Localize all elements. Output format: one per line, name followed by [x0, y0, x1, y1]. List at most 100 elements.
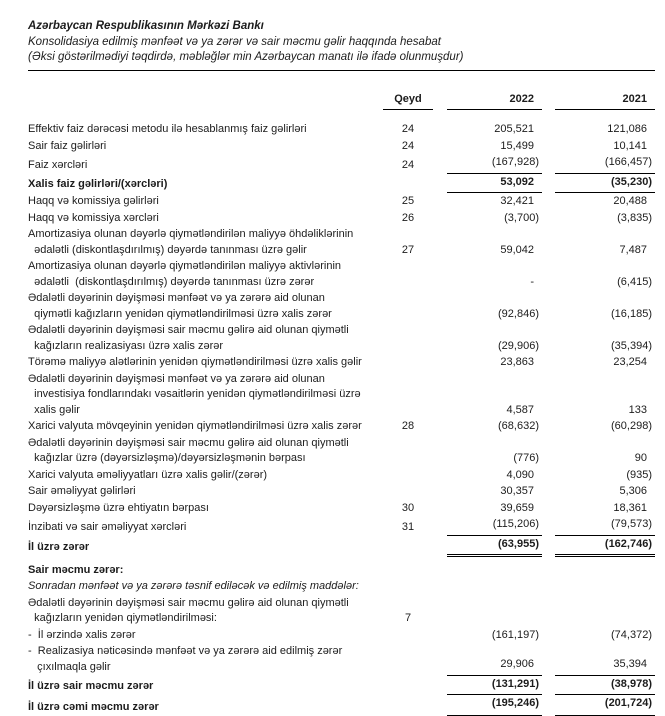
column-gap	[542, 500, 555, 517]
row-note-ref	[383, 258, 433, 290]
column-gap	[542, 435, 555, 467]
statement-row: - Realizasiya nəticəsində mənfəət və ya …	[28, 643, 655, 676]
row-label: Ədalətli dəyərinin dəyişməsi sair məcmu …	[28, 436, 349, 465]
value-2022: 29,906	[447, 643, 542, 676]
value-2021: 5,306	[619, 485, 647, 497]
row-note-ref: 31	[401, 520, 415, 533]
value-2021: 121,086	[607, 123, 647, 135]
column-gap	[542, 418, 555, 435]
value-2022: -	[530, 275, 534, 288]
value-2021: (38,978)	[555, 675, 655, 695]
value-2022: 15,499	[500, 139, 534, 152]
row-label: Ədalətli dəyərinin dəyişməsi sair məcmu …	[28, 324, 349, 352]
row-label: Haqq və komissiya xərcləri	[28, 211, 159, 224]
column-gap	[433, 210, 447, 227]
row-note-ref	[383, 290, 433, 322]
statement-row: İl üzrə sair məcmu zərər (131,291) (38,978…	[28, 675, 655, 695]
column-gap	[433, 418, 447, 435]
row-label: Amortizasiya olunan dəyərlə qiymətləndir…	[28, 228, 354, 256]
row-label: İl üzrə zərər	[28, 541, 90, 553]
statement-row: İl üzrə cəmi məcmu zərər (195,246) (201,72…	[28, 694, 655, 716]
column-gap	[542, 110, 555, 138]
column-gap	[433, 556, 447, 579]
column-gap	[433, 371, 447, 419]
document-header: Azərbaycan Respublikasının Mərkəzi Bankı…	[28, 19, 655, 71]
statement-row: İnzibati və sair əməliyyat xərcləri 31 (11…	[28, 516, 655, 536]
row-label: Sonradan mənfəət və ya zərərə təsnif edi…	[28, 580, 359, 592]
value-2022: 32,421	[500, 195, 534, 207]
column-gap	[542, 322, 555, 354]
row-label: - İl ərzində xalis zərər	[28, 628, 136, 641]
row-note-ref	[383, 467, 433, 484]
row-note-ref	[383, 556, 433, 579]
row-note-ref: 26	[401, 211, 415, 224]
value-2022: 53,092	[447, 173, 542, 193]
row-note-ref: 7	[404, 612, 412, 624]
measurement-note: (Əksi göstərilmədiyi təqdirdə, məbləğlər…	[28, 51, 464, 63]
row-label: Xarici valyuta mövqeyinin yenidən qiymət…	[28, 420, 362, 432]
value-2022: (131,291)	[447, 675, 542, 695]
statement-row: Effektiv faiz dərəcəsi metodu ilə hesabl…	[28, 110, 655, 138]
statement-row: Ədalətli dəyərinin dəyişməsi mənfəət və …	[28, 371, 655, 419]
value-2021	[555, 556, 655, 579]
statement-row: Xarici valyuta əməliyyatları üzrə xalis …	[28, 467, 655, 484]
value-2022	[447, 556, 542, 579]
statement-body: Effektiv faiz dərəcəsi metodu ilə hesabl…	[28, 110, 655, 716]
row-note-ref	[383, 322, 433, 354]
column-gap	[433, 467, 447, 484]
statement-row: Ədalətli dəyərinin dəyişməsi sair məcmu …	[28, 595, 655, 627]
statement-row: Amortizasiya olunan dəyərlə qiymətləndir…	[28, 226, 655, 258]
statement-row: Xarici valyuta mövqeyinin yenidən qiymət…	[28, 418, 655, 435]
value-2021: (74,372)	[611, 628, 652, 641]
row-note-ref	[383, 695, 433, 716]
row-note-ref	[383, 371, 433, 419]
value-2022: 4,587	[506, 403, 534, 416]
value-2022: (29,906)	[498, 339, 539, 352]
column-gap	[433, 500, 447, 517]
value-2022	[447, 578, 542, 595]
value-2021: 20,488	[613, 195, 647, 207]
value-2022: (63,955)	[447, 535, 542, 557]
row-label: Ədalətli dəyərinin dəyişməsi mənfəət və …	[28, 292, 332, 320]
column-gap	[433, 535, 447, 556]
row-label: - Realizasiya nəticəsində mənfəət və ya …	[28, 645, 343, 673]
column-gap	[433, 258, 447, 290]
row-label: Faiz xərcləri	[28, 158, 88, 171]
value-2022: (115,206)	[447, 516, 542, 536]
column-gap	[433, 110, 447, 138]
column-header-label-spacer	[28, 71, 383, 110]
column-gap	[433, 483, 447, 500]
row-note-ref	[383, 173, 433, 193]
statement-row: Haqq və komissiya xərcləri 26 (3,700) (3,83…	[28, 210, 655, 227]
column-gap	[433, 193, 447, 210]
column-gap	[433, 675, 447, 695]
value-2021: (3,835)	[617, 211, 652, 224]
column-gap	[542, 154, 555, 173]
value-2021: (6,415)	[617, 275, 652, 288]
column-gap	[542, 483, 555, 500]
row-note-ref	[383, 435, 433, 467]
statement-column-headers: Qeyd 2022 2021	[28, 70, 655, 110]
row-note-ref: 24	[401, 123, 415, 135]
column-gap	[542, 675, 555, 695]
row-label: İl üzrə sair məcmu zərər	[28, 680, 154, 692]
value-2021	[555, 578, 655, 595]
statement-row: Haqq və komissiya gəlirləri 25 32,421 20,48…	[28, 193, 655, 210]
row-label: Ədalətli dəyərinin dəyişməsi sair məcmu …	[28, 596, 349, 625]
row-label: Sair əməliyyat gəlirləri	[28, 485, 136, 497]
value-2022: 39,659	[500, 501, 534, 514]
column-gap	[542, 643, 555, 675]
column-header-note: Qeyd	[383, 70, 433, 110]
column-header-2021: 2021	[555, 70, 655, 110]
column-gap	[542, 535, 555, 556]
column-gap	[542, 371, 555, 419]
statement-row: Törəmə maliyyə alətlərinin yenidən qiymə…	[28, 354, 655, 371]
value-2021: 23,254	[613, 356, 647, 368]
value-2022: (167,928)	[447, 154, 542, 174]
statement-row: Faiz xərcləri 24 (167,928) (166,457)	[28, 154, 655, 174]
value-2021: 133	[628, 403, 647, 416]
header-divider	[28, 69, 655, 71]
value-2022: (3,700)	[504, 211, 539, 224]
row-note-ref	[383, 535, 433, 556]
statement-row: Sonradan mənfəət və ya zərərə təsnif edi…	[28, 578, 655, 595]
